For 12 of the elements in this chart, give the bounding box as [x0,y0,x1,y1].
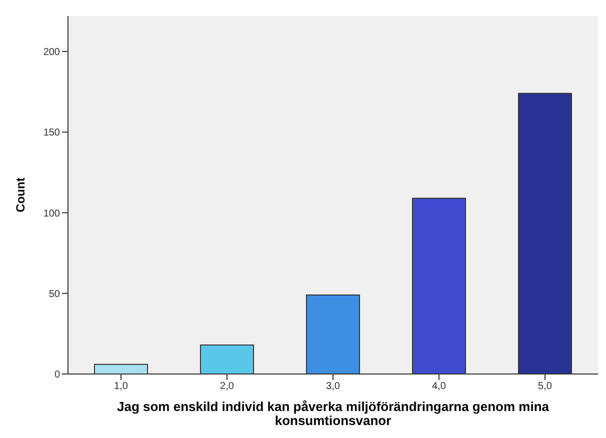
y-tick-label: 150 [43,128,60,139]
y-tick-label: 100 [43,208,60,220]
x-axis-title: Jag som enskild individ kan påverka miljöförändringarna genom mina konsumtionsvanor [116,399,550,428]
x-tick-label: 4,0 [432,381,446,392]
y-tick-label: 200 [43,47,60,58]
x-tick-label: 1,0 [114,381,128,392]
x-tick-label: 5,0 [538,381,552,392]
x-tick-label: 2,0 [220,381,234,392]
x-tick-label: 3,0 [326,381,340,392]
y-tick-label: 0 [54,370,60,381]
y-tick-label: 50 [48,288,60,300]
y-axis-title: Count [13,178,28,212]
